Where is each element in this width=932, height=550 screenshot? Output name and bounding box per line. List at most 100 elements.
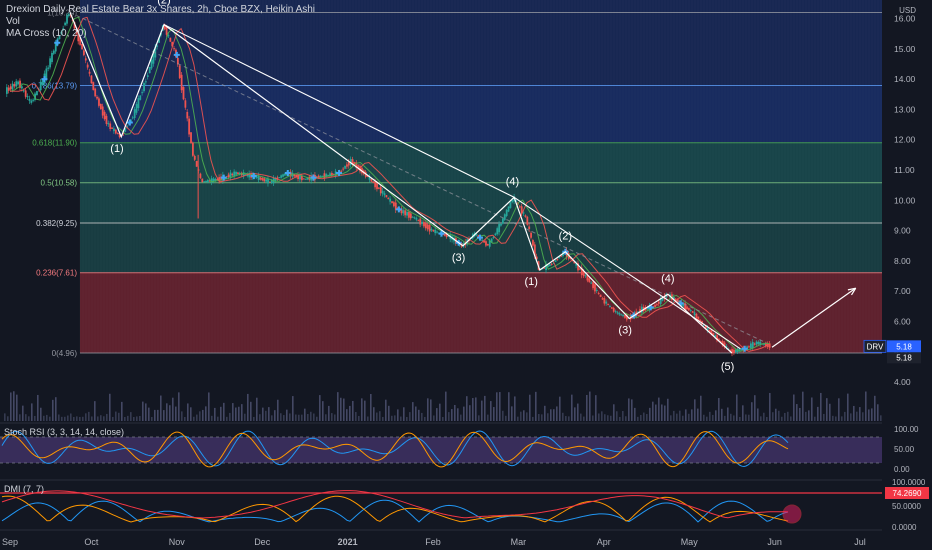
volume-bar <box>46 414 48 421</box>
volume-bar <box>220 406 222 421</box>
volume-bar <box>781 416 783 421</box>
candle-body <box>419 218 422 225</box>
volume-bar <box>532 416 534 421</box>
volume-bar <box>271 415 273 421</box>
candle-body <box>586 275 589 281</box>
volume-bar <box>175 406 177 421</box>
candle-body <box>92 82 95 90</box>
candle-body <box>139 95 142 100</box>
candle-body <box>518 206 521 208</box>
volume-bar <box>583 416 585 421</box>
volume-bar <box>796 404 798 421</box>
volume-bar <box>208 392 210 421</box>
candle-body <box>131 117 134 119</box>
volume-bar <box>706 416 708 421</box>
volume-bar <box>553 409 555 421</box>
volume-bar <box>700 395 702 421</box>
volume-bar <box>400 416 402 421</box>
candle-body <box>607 303 610 305</box>
candle-body <box>99 103 102 110</box>
candle-body <box>575 263 578 266</box>
volume-bar <box>382 416 384 421</box>
volume-bar <box>43 415 45 421</box>
volume-bar <box>655 404 657 421</box>
candle-body <box>321 175 324 177</box>
volume-bar <box>466 396 468 421</box>
candle-body <box>366 175 369 177</box>
dmi-axis-tick: 50.0000 <box>892 502 921 511</box>
candle-body <box>122 132 125 134</box>
candle-body <box>409 213 412 219</box>
volume-bar <box>802 391 804 421</box>
candle-body <box>447 235 450 237</box>
volume-bar <box>244 413 246 421</box>
time-axis-tick: Sep <box>2 537 18 547</box>
volume-bar <box>628 398 630 421</box>
ma-cross-marker <box>41 76 48 83</box>
candle-body <box>532 240 534 246</box>
volume-bar <box>574 407 576 421</box>
candle-body <box>284 173 286 176</box>
price-axis-tick: 6.00 <box>894 317 911 327</box>
volume-bar <box>262 407 264 421</box>
candle-body <box>393 202 395 207</box>
volume-bar <box>799 407 801 421</box>
volume-bar <box>865 391 867 421</box>
candle-body <box>374 181 377 188</box>
volume-bar <box>844 411 846 421</box>
chart-title: Drexion Daily Real Estate Bear 3x Shares… <box>6 4 316 15</box>
price-axis-tick: 14.00 <box>894 74 916 84</box>
candle-body <box>167 35 170 37</box>
fib-level-label: 0.236(7.61) <box>36 269 77 278</box>
candle-body <box>524 215 527 217</box>
candle-body <box>503 214 506 220</box>
volume-bar <box>235 407 237 421</box>
candle-body <box>714 335 717 338</box>
volume-bar <box>442 416 444 421</box>
volume-bar <box>7 416 9 421</box>
candle-body <box>124 128 127 132</box>
volume-bar <box>28 416 30 421</box>
candle-body <box>77 30 80 42</box>
candle-body <box>143 83 145 92</box>
dmi-value-badge <box>885 487 929 499</box>
ma-cross-marker <box>173 51 180 58</box>
candle-body <box>738 348 741 352</box>
candle-body <box>265 179 268 182</box>
candle-body <box>233 171 236 177</box>
volume-bar <box>853 405 855 421</box>
volume-bar <box>202 409 204 421</box>
volume-bar <box>760 416 762 421</box>
candle-body <box>674 298 677 302</box>
wave-label: (1) <box>524 276 537 288</box>
volume-bar <box>733 415 735 421</box>
volume-bar <box>592 415 594 421</box>
volume-bar <box>313 413 315 421</box>
candle-body <box>156 45 159 47</box>
candle-body <box>706 327 709 331</box>
volume-bar <box>409 412 411 421</box>
candle-body <box>22 90 25 92</box>
volume-bar <box>169 405 171 421</box>
volume-bar <box>817 406 819 421</box>
volume-bar <box>604 414 606 421</box>
volume-bar <box>727 407 729 421</box>
volume-bar <box>835 416 837 421</box>
candle-body <box>141 92 144 94</box>
volume-bar <box>676 413 678 421</box>
candle-body <box>274 177 277 182</box>
price-axis-tick: 16.00 <box>894 14 916 24</box>
volume-bar <box>223 402 225 421</box>
candle-body <box>7 87 10 91</box>
volume-bar <box>445 391 447 421</box>
candle-body <box>682 303 685 307</box>
volume-bar <box>229 412 231 421</box>
volume-bar <box>142 401 144 421</box>
candle-body <box>659 298 662 304</box>
candle-body <box>603 298 606 304</box>
candle-body <box>389 198 392 202</box>
candle-body <box>103 111 106 120</box>
candle-body <box>703 324 705 326</box>
